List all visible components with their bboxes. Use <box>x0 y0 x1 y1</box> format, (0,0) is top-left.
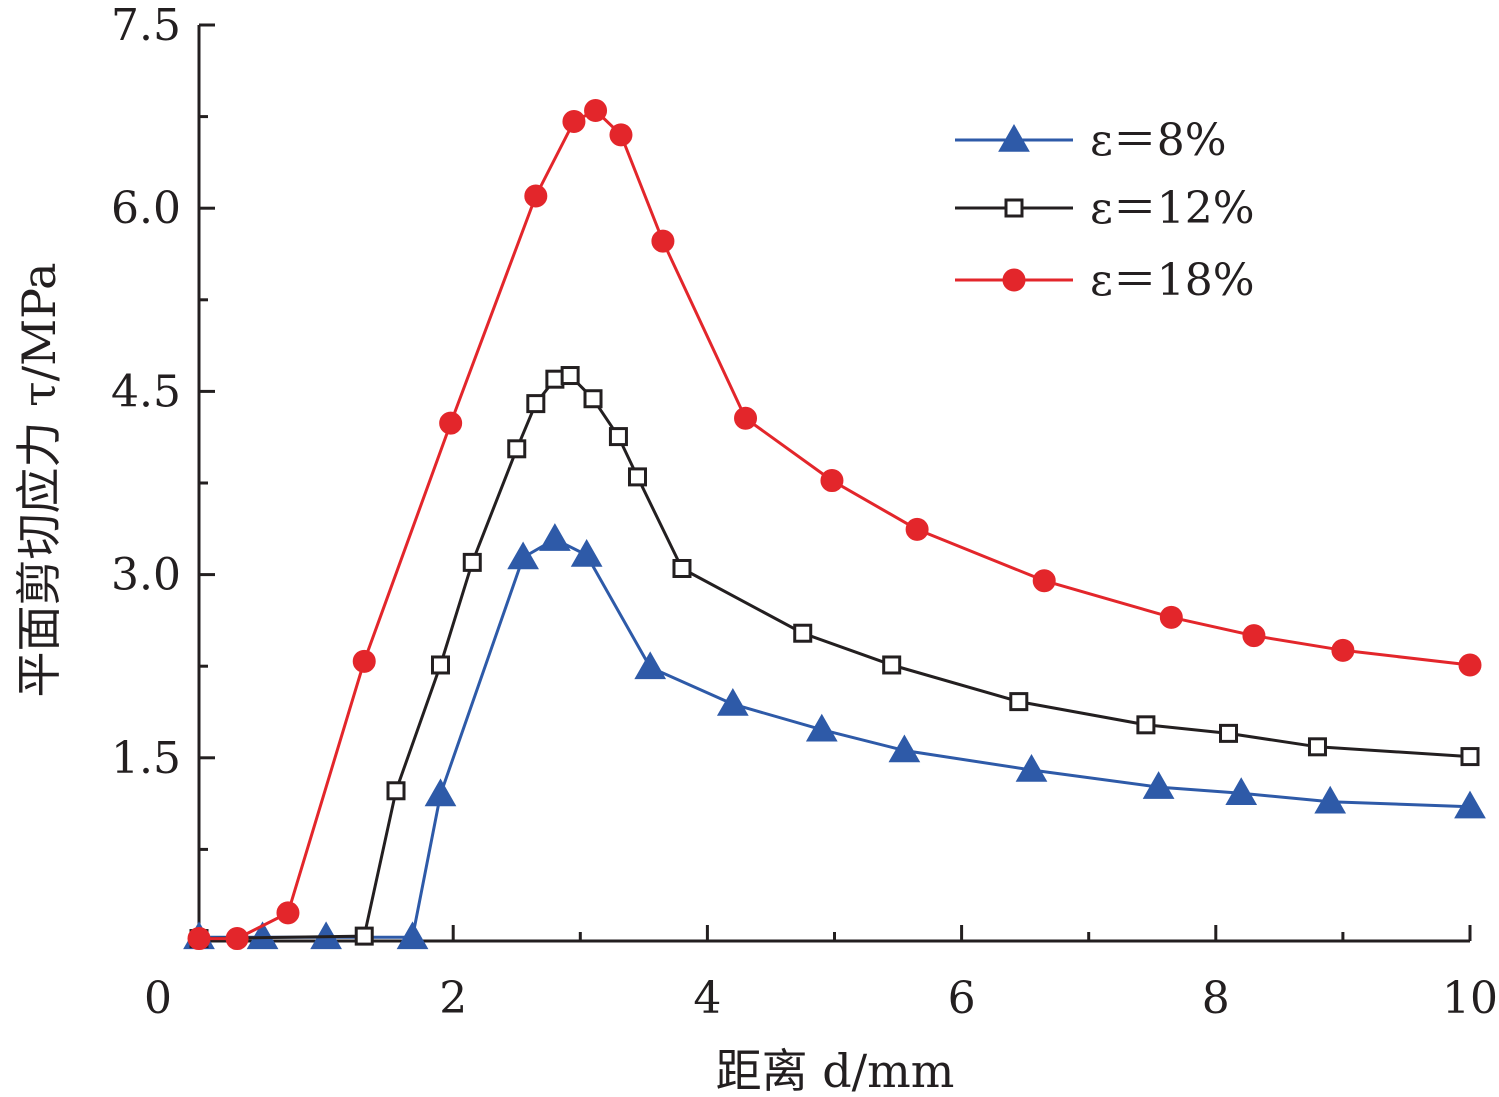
circle-marker <box>439 411 463 435</box>
circle-marker <box>734 406 758 430</box>
circle-marker <box>1458 653 1482 677</box>
circle-marker <box>276 901 300 925</box>
square-marker <box>793 623 813 643</box>
square-marker <box>462 552 482 572</box>
square-marker <box>354 926 374 946</box>
circle-marker <box>820 469 844 493</box>
x-tick-label: 6 <box>948 973 976 1024</box>
square-marker <box>1460 747 1480 767</box>
triangle-marker <box>1314 785 1347 814</box>
square-marker <box>526 394 546 414</box>
x-axis-title: 距离 d/mm <box>716 1044 955 1097</box>
circle-marker <box>609 123 633 147</box>
triangle-marker <box>1015 754 1048 782</box>
circle-marker <box>225 927 249 951</box>
y-axis-title: 平面剪切应力 τ/MPa <box>12 263 66 698</box>
circle-marker <box>562 109 586 133</box>
circle-marker <box>584 98 608 122</box>
y-tick-label: 7.5 <box>111 0 181 51</box>
square-marker <box>1009 692 1029 712</box>
y-tick-label: 6.0 <box>111 183 181 234</box>
legend: ε＝8% ε＝12% ε＝18% <box>955 115 1255 306</box>
triangle-marker <box>1142 771 1175 799</box>
square-marker <box>1307 737 1327 757</box>
y-tick-label: 1.5 <box>111 733 181 784</box>
square-marker <box>545 369 565 389</box>
triangle-marker <box>507 541 539 570</box>
x-tick-label: 0 <box>144 973 172 1024</box>
square-marker <box>430 655 450 675</box>
circle-marker <box>905 517 929 541</box>
series-filled-triangle <box>183 523 1486 950</box>
legend-item: ε＝12% <box>955 183 1255 234</box>
triangle-marker <box>570 539 603 567</box>
x-axis-ticks: 0 2 4 6 8 10 <box>144 925 1498 1024</box>
triangle-marker <box>539 523 571 551</box>
triangle-marker <box>998 123 1030 152</box>
triangle-marker <box>634 651 667 680</box>
circle-marker <box>1242 624 1266 648</box>
triangle-marker <box>888 734 921 763</box>
y-axis-ticks: 1.5 3.0 4.5 6.0 7.5 <box>111 0 215 851</box>
circle-marker <box>352 649 376 673</box>
square-marker <box>386 781 406 801</box>
y-tick-label: 4.5 <box>111 366 181 417</box>
circle-marker <box>1032 569 1056 593</box>
x-tick-label: 4 <box>693 973 721 1024</box>
circle-marker <box>1159 605 1183 629</box>
square-marker <box>608 427 628 447</box>
series-filled-circle <box>187 98 1482 951</box>
circle-marker <box>187 927 211 951</box>
square-marker <box>672 558 692 578</box>
x-tick-label: 8 <box>1202 973 1230 1024</box>
triangle-marker <box>396 921 429 950</box>
square-marker <box>1136 715 1156 735</box>
square-marker <box>560 366 580 386</box>
x-tick-label: 2 <box>439 973 467 1024</box>
square-marker <box>627 467 647 487</box>
triangle-marker <box>805 713 838 742</box>
square-marker <box>507 439 527 459</box>
legend-label: ε＝18% <box>1090 255 1255 306</box>
triangle-marker <box>424 778 457 807</box>
legend-item: ε＝8% <box>955 115 1227 166</box>
circle-marker <box>651 229 675 253</box>
square-marker <box>1219 723 1239 743</box>
series-open-square <box>189 366 1480 949</box>
square-marker <box>583 389 603 409</box>
x-tick-label: 10 <box>1442 973 1498 1024</box>
legend-label: ε＝12% <box>1090 183 1255 234</box>
circle-marker <box>524 184 548 208</box>
square-marker <box>1004 198 1024 218</box>
legend-label: ε＝8% <box>1090 115 1227 166</box>
triangle-marker <box>246 921 279 950</box>
square-marker <box>882 655 902 675</box>
y-tick-label: 3.0 <box>111 550 181 601</box>
triangle-marker <box>1225 777 1258 805</box>
series-layer <box>183 98 1486 951</box>
circle-marker <box>1002 268 1026 292</box>
circle-marker <box>1331 638 1355 662</box>
series-line <box>198 374 1471 941</box>
series-line <box>199 109 1471 941</box>
triangle-marker <box>716 688 749 716</box>
triangle-marker <box>1454 790 1486 819</box>
legend-item: ε＝18% <box>955 255 1255 306</box>
